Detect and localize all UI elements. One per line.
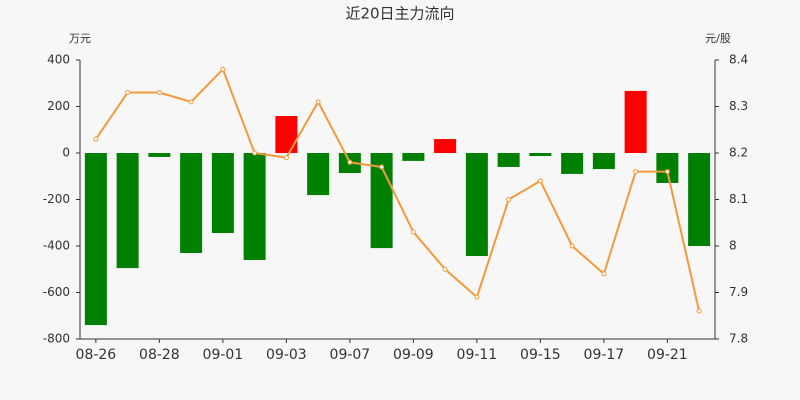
x-tick-label: 08-26 [76, 347, 117, 363]
y2-tick-label: 7.8 [729, 332, 748, 346]
bar [211, 153, 234, 233]
bar [434, 139, 457, 153]
y2-axis-unit: 元/股 [705, 32, 731, 45]
price-point [315, 99, 321, 105]
price-point [633, 169, 639, 175]
x-tick-label: 09-21 [647, 347, 688, 363]
price-point [283, 155, 289, 161]
y-axis-unit: 万元 [69, 32, 91, 45]
price-point [93, 136, 99, 142]
y-tick-label: -400 [43, 239, 70, 253]
y2-tick-label: 8.3 [729, 99, 748, 113]
bar [688, 153, 711, 246]
bar [402, 153, 425, 161]
x-tick-label: 09-09 [393, 347, 434, 363]
x-tick-label: 09-03 [266, 347, 307, 363]
bar [307, 153, 330, 196]
bar [243, 153, 266, 260]
price-line [95, 67, 701, 312]
bar [275, 116, 298, 153]
x-tick-label: 09-17 [584, 347, 625, 363]
x-tick-label: 09-01 [203, 347, 244, 363]
x-tick-label: 08-28 [139, 347, 180, 363]
price-point [664, 169, 670, 175]
bar [561, 153, 584, 174]
bar [529, 153, 552, 157]
y-tick-label: 400 [47, 53, 70, 67]
bar [656, 153, 679, 183]
price-point [569, 243, 575, 249]
price-point [506, 197, 512, 202]
x-tick-label: 09-15 [520, 347, 561, 363]
price-point [347, 159, 353, 165]
chart-title: 近20日主力流向 [345, 5, 454, 23]
x-tick-label: 09-11 [457, 347, 498, 363]
bar [148, 153, 171, 157]
price-point [220, 66, 226, 72]
bar [465, 153, 488, 256]
y-tick-label: 200 [47, 99, 70, 113]
y-tick-label: 0 [62, 146, 70, 160]
price-point [156, 90, 162, 96]
price-point [696, 308, 702, 314]
y-tick-label: -600 [43, 285, 70, 299]
y-tick-label: -800 [43, 332, 70, 346]
price-point [537, 178, 543, 184]
bar [180, 153, 203, 253]
y2-tick-label: 8.2 [729, 146, 748, 160]
y2-tick-label: 7.9 [729, 285, 748, 299]
bar [592, 153, 615, 170]
y2-tick-label: 8 [729, 239, 737, 253]
y-tick-label: -200 [43, 192, 70, 206]
price-point [252, 150, 258, 156]
price-point [188, 99, 194, 105]
price-point [379, 164, 385, 170]
price-point [601, 271, 607, 277]
y2-tick-label: 8.1 [729, 192, 748, 206]
price-point [442, 266, 448, 272]
y2-tick-label: 8.4 [729, 53, 748, 67]
bar [116, 153, 139, 269]
bar [624, 90, 647, 153]
x-tick-label: 09-07 [330, 347, 371, 363]
price-point [474, 294, 480, 300]
bar [84, 153, 107, 326]
price-point [125, 90, 131, 96]
bar [497, 153, 520, 167]
price-point [410, 229, 416, 235]
